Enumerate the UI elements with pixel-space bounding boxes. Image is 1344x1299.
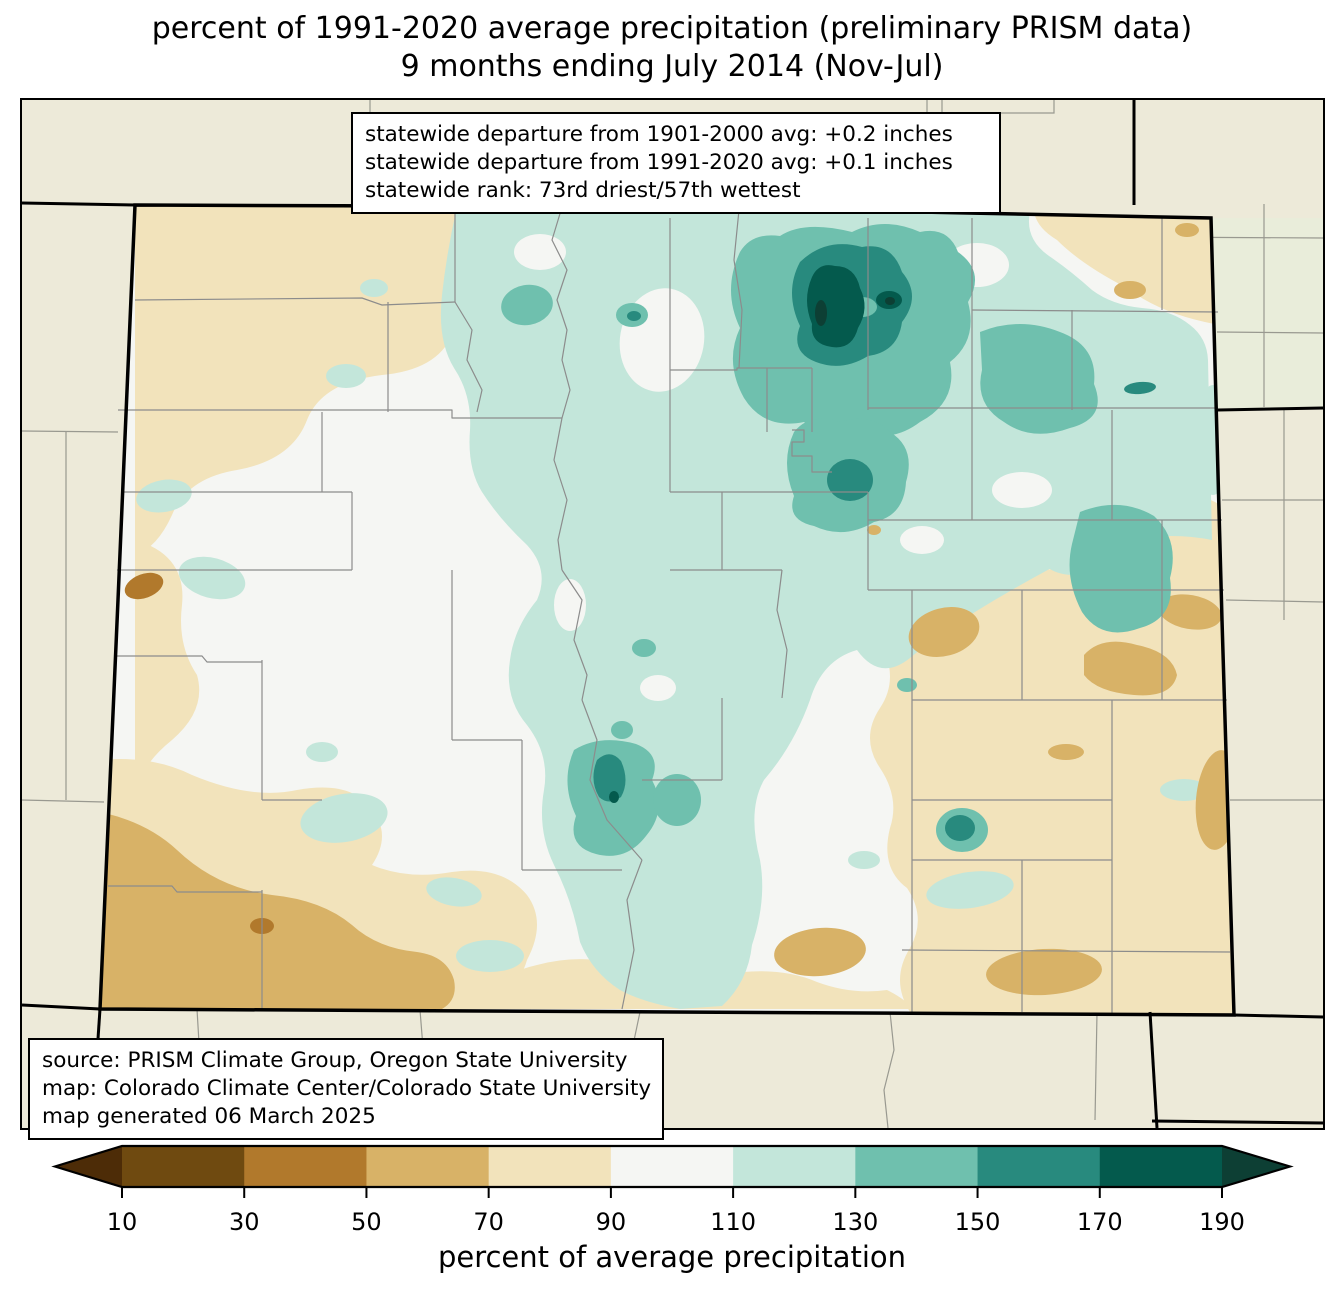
precip-50-70-regions (100, 223, 1234, 1009)
colorbar-tick-label: 130 (832, 1208, 878, 1236)
colorbar-tick-label: 50 (351, 1208, 382, 1236)
precip-70-90-ne-corner (1034, 212, 1220, 325)
colorbar-segment-150-170 (977, 1146, 1101, 1187)
colorbar-segment-170-190 (1099, 1146, 1223, 1187)
colorbar-tick-label: 90 (596, 1208, 627, 1236)
colorbar-segment-110-130 (733, 1146, 856, 1187)
nebraska-shade (1211, 218, 1323, 408)
colorbar-segment-90-110 (610, 1146, 734, 1187)
neighbor-state-borders (22, 100, 1323, 1128)
colorbar: 10 30 50 70 90 110 130 150 170 190 (51, 1144, 1294, 1236)
colorbar-segment-30-50 (244, 1146, 367, 1187)
credits-line-3: map generated 06 March 2025 (42, 1104, 376, 1129)
stats-line-1: statewide departure from 1901-2000 avg: … (365, 122, 953, 147)
colorbar-segment-10-30 (122, 1146, 245, 1187)
colorbar-over-arrow (1222, 1146, 1290, 1187)
colorbar-caption: percent of average precipitation (437, 1240, 907, 1274)
colorbar-segment-70-90 (488, 1146, 612, 1187)
colorbar-tick-label: 190 (1199, 1208, 1245, 1236)
credits-line-1: source: PRISM Climate Group, Oregon Stat… (42, 1048, 628, 1073)
statewide-stats-box: statewide departure from 1901-2000 avg: … (351, 112, 1001, 214)
stats-line-3: statewide rank: 73rd driest/57th wettest (365, 178, 801, 203)
page-title-line-2: 9 months ending July 2014 (Nov-Jul) (400, 49, 944, 84)
colorbar-tick-label: 150 (955, 1208, 1001, 1236)
precipitation-fills (100, 205, 1234, 1015)
stats-line-2: statewide departure from 1991-2020 avg: … (365, 150, 953, 175)
colorbar-tick-label: 110 (710, 1208, 756, 1236)
colorbar-under-arrow (55, 1146, 122, 1187)
map-frame (20, 98, 1325, 1130)
colorado-precipitation-map (22, 100, 1323, 1128)
colorbar-tick-label: 10 (107, 1208, 138, 1236)
colorbar-tick-label: 30 (229, 1208, 260, 1236)
colorbar-tick-label: 70 (473, 1208, 504, 1236)
colorbar-segment-50-70 (366, 1146, 490, 1187)
colorbar-tick-label: 170 (1077, 1208, 1123, 1236)
page-title-line-1: percent of 1991-2020 average precipitati… (151, 11, 1193, 46)
credits-line-2: map: Colorado Climate Center/Colorado St… (42, 1076, 652, 1101)
colorado-county-lines (108, 206, 1231, 1015)
colorbar-segment-130-150 (855, 1146, 979, 1187)
source-credits-box: source: PRISM Climate Group, Oregon Stat… (28, 1038, 664, 1140)
precip-gt-190-spots (815, 297, 895, 326)
